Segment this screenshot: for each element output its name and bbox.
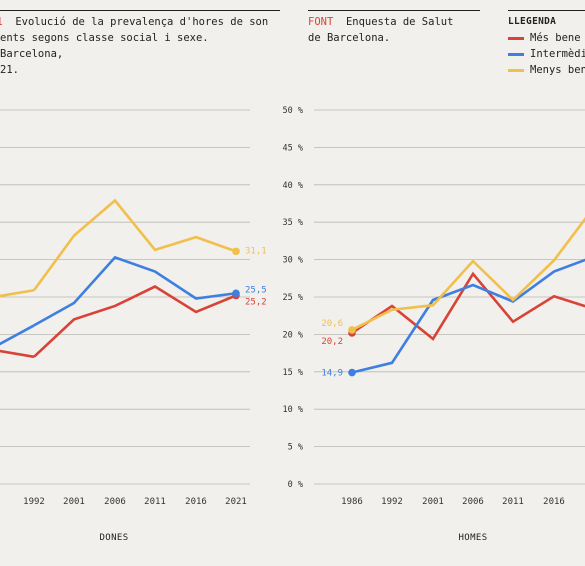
title-line-2: ents segons classe social i sexe. Barcel…: [0, 32, 209, 60]
x-tick-label: 1992: [23, 497, 45, 507]
legend: LLEGENDA Més bene Intermèdi Menys ben: [508, 14, 585, 78]
x-tick-label: 2001: [63, 497, 85, 507]
series-line: [351, 258, 585, 374]
legend-title: LLEGENDA: [508, 16, 557, 27]
legend-item-high: Més bene: [508, 30, 585, 46]
panel-label: DONES: [99, 533, 128, 543]
legend-label: Intermèdi: [530, 48, 585, 60]
y-tick-label: 10 %: [283, 405, 303, 415]
start-point-marker: [348, 368, 356, 377]
legend-item-low: Menys ben: [508, 62, 585, 78]
x-tick-label: 2021: [225, 497, 247, 507]
end-value-label: 25,5: [245, 285, 267, 295]
end-point-marker: [232, 289, 240, 298]
x-tick-label: 1992: [381, 497, 403, 507]
y-tick-label: 50 %: [283, 106, 303, 116]
legend-swatch-blue: [508, 52, 524, 56]
end-value-label: 25,2: [245, 298, 267, 308]
series-line-lead: [0, 349, 35, 359]
chart-title: V1 Evolució de la prevalença d'hores de …: [0, 14, 275, 78]
y-tick-label: 5 %: [288, 443, 303, 453]
y-tick-label: 30 %: [283, 256, 303, 266]
x-tick-label: 2001: [422, 497, 444, 507]
series-line: [351, 271, 585, 341]
end-value-label: 31,1: [245, 246, 267, 256]
legend-label: Menys ben: [530, 64, 585, 76]
x-tick-label: 2016: [543, 497, 565, 507]
source-label: FONT: [308, 16, 334, 28]
start-value-label: 20,2: [321, 337, 343, 347]
title-code: V1: [0, 16, 3, 28]
title-line-3: 21.: [0, 64, 19, 76]
series-line-lead: [0, 324, 35, 346]
title-rule: [0, 10, 280, 11]
legend-swatch-red: [508, 36, 524, 40]
legend-label: Més bene: [530, 32, 581, 44]
x-tick-label: 2011: [502, 497, 524, 507]
legend-item-mid: Intermèdi: [508, 46, 585, 62]
series-line: [33, 285, 237, 358]
start-value-label: 20,6: [321, 319, 343, 329]
series-line: [33, 255, 237, 327]
series-line-lead: [0, 288, 35, 298]
y-tick-label: 0 %: [288, 480, 303, 490]
x-tick-label: 2011: [144, 497, 166, 507]
y-tick-label: 35 %: [283, 218, 303, 228]
y-tick-label: 15 %: [283, 368, 303, 378]
series-line: [351, 217, 585, 332]
start-point-marker: [348, 326, 356, 334]
x-tick-label: 2006: [462, 497, 484, 507]
y-tick-label: 20 %: [283, 330, 303, 340]
panel-label: HOMES: [458, 533, 487, 543]
y-tick-label: 40 %: [283, 181, 303, 191]
series-line: [32, 198, 237, 292]
x-tick-label: 1986: [341, 497, 363, 507]
legend-swatch-yellow: [508, 68, 524, 72]
x-tick-label: 2006: [104, 497, 126, 507]
source-note: FONT Enquesta de Salut de Barcelona.: [308, 14, 483, 46]
title-line-1: Evolució de la prevalença d'hores de son: [15, 16, 269, 28]
end-point-marker: [232, 247, 240, 256]
legend-rule: [508, 10, 585, 11]
y-tick-label: 45 %: [283, 143, 303, 153]
source-rule: [308, 10, 480, 11]
source-line-2: de Barcelona.: [308, 32, 391, 44]
y-tick-label: 25 %: [283, 293, 303, 303]
x-tick-label: 2016: [185, 497, 207, 507]
start-value-label: 14,9: [321, 369, 343, 379]
source-line-1: Enquesta de Salut: [345, 16, 454, 28]
